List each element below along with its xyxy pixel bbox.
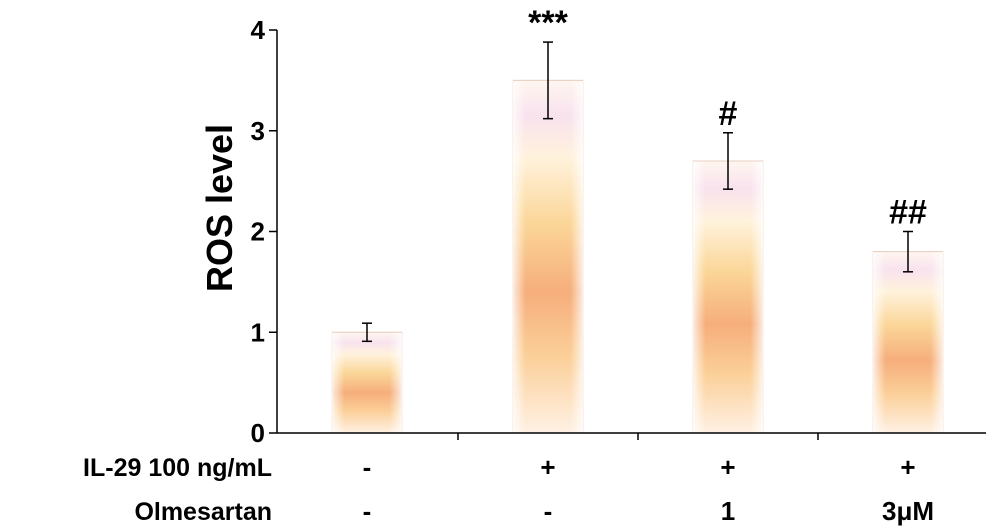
bar-4-highlight xyxy=(873,251,943,433)
condition-value: - xyxy=(363,452,372,482)
x-axis-ticks xyxy=(457,433,819,440)
y-tick-label: 0 xyxy=(251,418,265,448)
condition-value: 3μM xyxy=(882,496,934,526)
y-tick-label: 3 xyxy=(251,116,265,146)
y-tick-label: 2 xyxy=(251,217,265,247)
bar-1-highlight xyxy=(332,332,402,433)
bars xyxy=(331,79,944,434)
significance-labels: ***### xyxy=(528,4,927,231)
significance-label-4: ## xyxy=(889,194,927,232)
condition-row-label: IL-29 100 ng/mL xyxy=(83,454,272,482)
significance-label-2: *** xyxy=(528,4,568,42)
condition-value: + xyxy=(900,452,915,482)
condition-value: - xyxy=(363,496,372,526)
y-tick-label: 1 xyxy=(251,317,265,347)
condition-value: + xyxy=(540,452,555,482)
condition-value: - xyxy=(544,496,553,526)
y-axis-title: ROS level xyxy=(199,124,240,292)
y-tick-label: 4 xyxy=(251,15,266,45)
significance-label-3: # xyxy=(719,95,738,133)
error-bars xyxy=(362,41,913,343)
condition-row-label: Olmesartan xyxy=(134,498,272,526)
condition-table: IL-29 100 ng/mL - + + + Olmesartan - - 1 3μM xyxy=(83,452,934,526)
condition-value: 1 xyxy=(721,496,735,526)
bar-2-highlight xyxy=(513,80,583,433)
y-axis-ticks: 0 1 2 3 4 xyxy=(251,15,277,448)
bar-3-highlight xyxy=(693,160,763,433)
condition-value: + xyxy=(720,452,735,482)
